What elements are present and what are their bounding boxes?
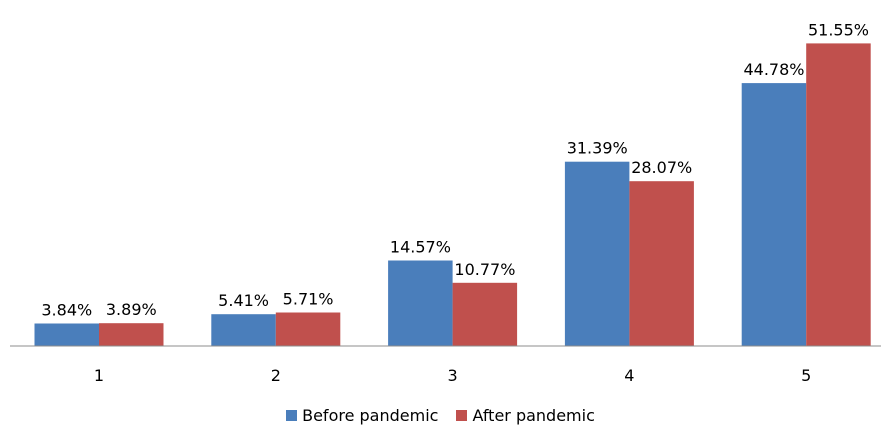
data-label-after-5: 51.55% [808,20,869,39]
legend: Before pandemic After pandemic [0,404,881,426]
data-label-before-1: 3.84% [41,301,92,320]
legend-item-after: After pandemic [456,405,595,425]
bar-before-3 [388,260,453,346]
data-labels-group: 3.84% 3.89% 5.41% 5.71% 14.57%10.77% 31.39%28… [41,20,869,319]
data-label-before-5: 44.78% [743,60,804,79]
bar-before-1 [34,323,99,346]
legend-label-before: Before pandemic [302,405,439,425]
x-tick-label-4: 4 [624,366,634,385]
x-tick-label-5: 5 [801,366,811,385]
data-label-after-4: 28.07% [631,158,692,177]
bar-after-3 [452,282,518,346]
legend-swatch-after [456,409,468,421]
bar-after-5 [806,43,871,347]
legend-item-before: Before pandemic [286,406,438,425]
data-label-after-2: 5.71% [283,290,334,309]
bar-before-4 [564,161,630,346]
x-tick-label-3: 3 [448,366,458,385]
bars-group [34,43,871,347]
bar-before-2 [211,314,276,346]
data-label-after-1: 3.89% [106,300,157,319]
bar-before-5 [741,83,807,346]
bar-after-2 [275,312,341,346]
bar-after-1 [99,323,164,346]
data-label-before-2: 5.41% [218,291,269,310]
x-tick-label-1: 1 [94,366,104,385]
x-tick-label-2: 2 [271,366,281,385]
data-label-before-4: 31.39% [567,139,628,158]
bar-after-4 [629,181,694,346]
legend-label-after: After pandemic [472,405,595,425]
data-label-after-3: 10.77% [454,260,515,279]
legend-swatch-before [286,409,298,421]
x-tick-labels-group: 1 2 3 4 5 [94,366,811,385]
data-label-before-3: 14.57% [390,238,451,257]
